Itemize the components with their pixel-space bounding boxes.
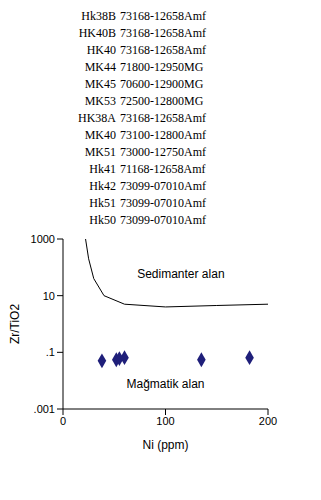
svg-text:.1: .1 — [46, 346, 55, 358]
html-text:HK40B 73168-12658Amf: HK40B 73168-12658Amf — [78, 26, 206, 40]
svg-text:200: 200 — [259, 415, 277, 427]
svg-text:.001: .001 — [34, 403, 55, 415]
html-text:MK40 73100-12800Amf: MK40 73100-12800Amf — [84, 128, 206, 142]
html-text:Hk41 71168-12658Amf: Hk41 71168-12658Amf — [89, 162, 206, 176]
svg-text:Zr/TiO2: Zr/TiO2 — [8, 304, 22, 345]
html-text:Hk50 73099-07010Amf: Hk50 73099-07010Amf — [89, 213, 206, 227]
html-text:HK38A 73168-12658Amf: HK38A 73168-12658Amf — [78, 111, 206, 125]
html-text:Hk38B 73168-12658Amf: Hk38B 73168-12658Amf — [81, 9, 206, 23]
svg-text:1000: 1000 — [31, 233, 55, 245]
svg-text:0: 0 — [60, 415, 66, 427]
html-text:Hk42 73099-07010Amf: Hk42 73099-07010Amf — [89, 179, 206, 193]
html-text:MK53 72500-12800MG: MK53 72500-12800MG — [84, 94, 204, 108]
html-text:MK45 70600-12900MG: MK45 70600-12900MG — [84, 77, 204, 91]
svg-text:100: 100 — [156, 415, 174, 427]
html-text:MK51 73000-12750Amf: MK51 73000-12750Amf — [84, 145, 206, 159]
html-text:MK44 71800-12950MG: MK44 71800-12950MG — [84, 60, 204, 74]
svg-text:Ni (ppm): Ni (ppm) — [142, 438, 188, 452]
svg-text:Sedimanter alan: Sedimanter alan — [137, 267, 224, 281]
svg-text:Mağmatik alan: Mağmatik alan — [126, 377, 204, 391]
html-text:Hk51 73099-07010Amf: Hk51 73099-07010Amf — [89, 196, 206, 210]
svg-text:10: 10 — [43, 290, 55, 302]
html-text:HK40 73168-12658Amf: HK40 73168-12658Amf — [86, 43, 206, 57]
